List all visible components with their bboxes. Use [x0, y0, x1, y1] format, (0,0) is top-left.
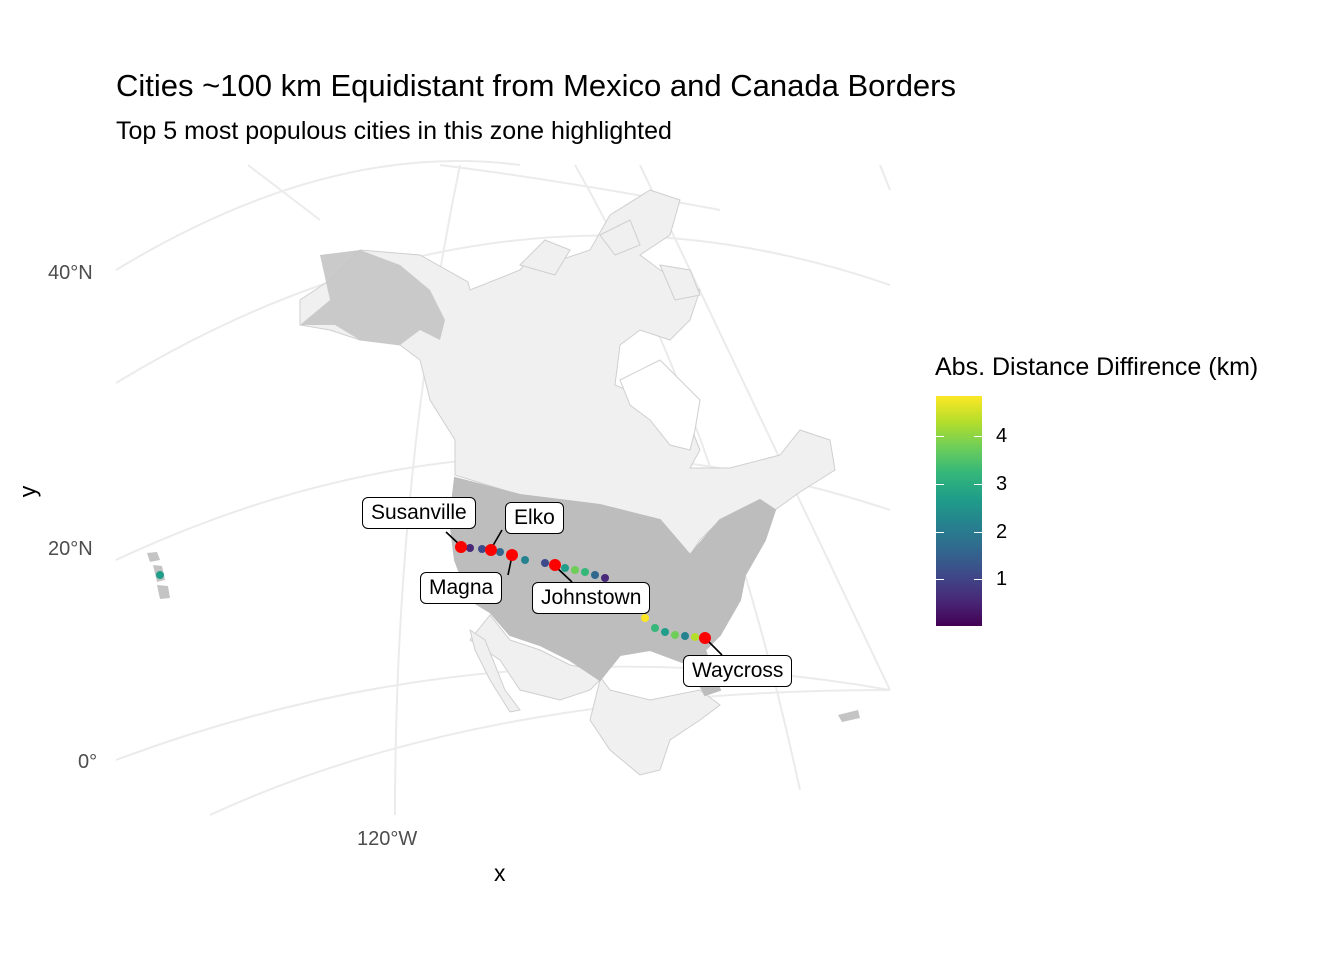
equidistant-city-points [156, 544, 699, 641]
legend-tick-mark [974, 484, 982, 485]
zone-point [681, 632, 689, 640]
zone-point [691, 633, 699, 641]
city-label-elko: Elko [505, 502, 564, 534]
lat-tick-0: 0° [78, 751, 98, 773]
legend-tick-mark [974, 579, 982, 580]
legend-tick-3: 3 [996, 473, 1008, 495]
city-marker-magna [506, 549, 518, 561]
zone-point [478, 545, 486, 553]
legend-tick-mark [936, 532, 944, 533]
legend-tick-mark [936, 484, 944, 485]
baja-land [469, 628, 521, 713]
zone-point [561, 564, 569, 572]
hudson-bay [619, 359, 701, 451]
city-label-magna: Magna [420, 572, 503, 604]
zone-point [661, 628, 669, 636]
y-axis-title: y [14, 485, 41, 498]
city-marker-johnstown [549, 559, 561, 571]
alaska-cities [300, 250, 445, 345]
arctic-islands [519, 219, 701, 301]
legend-tick-mark [936, 436, 944, 437]
chart-subtitle: Top 5 most populous cities in this zone … [116, 117, 672, 145]
top-city-markers [455, 541, 711, 644]
city-label-susanville: Susanville [362, 497, 476, 529]
canada-alaska-land [299, 189, 836, 556]
legend-colorbar [936, 396, 982, 626]
zone-point [571, 566, 579, 574]
lat-tick-20n: 20°N [48, 538, 93, 560]
lat-tick-40n: 40°N [48, 262, 93, 284]
zone-point [156, 571, 164, 579]
zone-point [651, 624, 659, 632]
legend-title: Abs. Distance Diffirence (km) [935, 353, 1259, 381]
zone-point [641, 614, 649, 622]
zone-point [521, 556, 529, 564]
caribbean-islands [838, 710, 860, 722]
city-label-johnstown: Johnstown [532, 582, 651, 614]
zone-point [671, 631, 679, 639]
lon-tick-120w: 120°W [357, 828, 418, 850]
zone-point [466, 544, 474, 552]
legend-tick-mark [936, 579, 944, 580]
legend-tick-1: 1 [996, 568, 1008, 590]
city-marker-susanville [455, 541, 467, 553]
legend-tick-mark [974, 436, 982, 437]
zone-point [601, 574, 609, 582]
zone-point [541, 559, 549, 567]
legend-tick-2: 2 [996, 521, 1008, 543]
city-marker-waycross [699, 632, 711, 644]
city-label-waycross: Waycross [683, 655, 793, 687]
mexico-land [469, 614, 721, 776]
legend-tick-4: 4 [996, 425, 1008, 447]
zone-point [496, 548, 504, 556]
zone-point [581, 568, 589, 576]
zone-point [591, 571, 599, 579]
chart-title: Cities ~100 km Equidistant from Mexico a… [116, 68, 956, 103]
legend-tick-mark [974, 532, 982, 533]
city-marker-elko [485, 544, 497, 556]
x-axis-title: x [494, 860, 506, 886]
